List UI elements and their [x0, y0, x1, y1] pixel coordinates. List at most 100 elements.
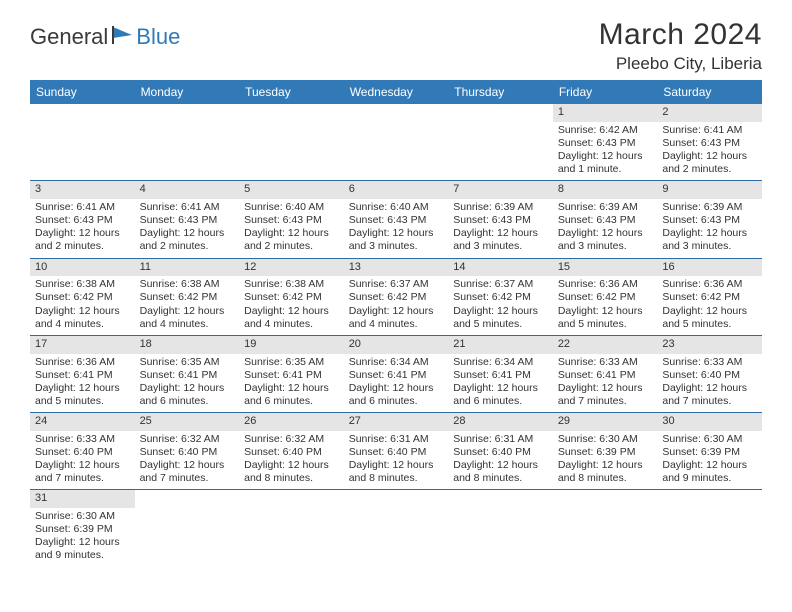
day-number: 8: [553, 181, 658, 199]
calendar-day-cell: 26Sunrise: 6:32 AMSunset: 6:40 PMDayligh…: [239, 413, 344, 490]
calendar-day-cell: 1Sunrise: 6:42 AMSunset: 6:43 PMDaylight…: [553, 104, 658, 181]
calendar-day-cell: 24Sunrise: 6:33 AMSunset: 6:40 PMDayligh…: [30, 413, 135, 490]
calendar-day-cell: 17Sunrise: 6:36 AMSunset: 6:41 PMDayligh…: [30, 335, 135, 412]
sunrise-text: Sunrise: 6:32 AM: [244, 433, 339, 446]
day-content: Sunrise: 6:32 AMSunset: 6:40 PMDaylight:…: [239, 431, 344, 490]
day-number: 14: [448, 259, 553, 277]
daylight-text: Daylight: 12 hours and 4 minutes.: [244, 305, 339, 331]
sunset-text: Sunset: 6:40 PM: [244, 446, 339, 459]
sunrise-text: Sunrise: 6:38 AM: [140, 278, 235, 291]
sunset-text: Sunset: 6:43 PM: [558, 137, 653, 150]
day-content: Sunrise: 6:35 AMSunset: 6:41 PMDaylight:…: [239, 354, 344, 413]
calendar-empty-cell: [344, 490, 449, 567]
day-content: Sunrise: 6:38 AMSunset: 6:42 PMDaylight:…: [239, 276, 344, 335]
calendar-day-cell: 4Sunrise: 6:41 AMSunset: 6:43 PMDaylight…: [135, 181, 240, 258]
daylight-text: Daylight: 12 hours and 3 minutes.: [662, 227, 757, 253]
day-content: Sunrise: 6:36 AMSunset: 6:42 PMDaylight:…: [657, 276, 762, 335]
day-content: Sunrise: 6:31 AMSunset: 6:40 PMDaylight:…: [344, 431, 449, 490]
calendar-empty-cell: [657, 490, 762, 567]
day-number: 26: [239, 413, 344, 431]
calendar-empty-cell: [239, 104, 344, 181]
sunset-text: Sunset: 6:43 PM: [349, 214, 444, 227]
calendar-day-cell: 20Sunrise: 6:34 AMSunset: 6:41 PMDayligh…: [344, 335, 449, 412]
daylight-text: Daylight: 12 hours and 2 minutes.: [140, 227, 235, 253]
day-content: Sunrise: 6:36 AMSunset: 6:41 PMDaylight:…: [30, 354, 135, 413]
sunset-text: Sunset: 6:43 PM: [35, 214, 130, 227]
sunset-text: Sunset: 6:39 PM: [662, 446, 757, 459]
day-number: 3: [30, 181, 135, 199]
day-content: Sunrise: 6:42 AMSunset: 6:43 PMDaylight:…: [553, 122, 658, 181]
calendar-day-cell: 31Sunrise: 6:30 AMSunset: 6:39 PMDayligh…: [30, 490, 135, 567]
calendar-day-cell: 16Sunrise: 6:36 AMSunset: 6:42 PMDayligh…: [657, 258, 762, 335]
calendar-body: 1Sunrise: 6:42 AMSunset: 6:43 PMDaylight…: [30, 104, 762, 567]
calendar-empty-cell: [448, 490, 553, 567]
day-number: 22: [553, 336, 658, 354]
calendar-day-cell: 19Sunrise: 6:35 AMSunset: 6:41 PMDayligh…: [239, 335, 344, 412]
day-number: 20: [344, 336, 449, 354]
sunrise-text: Sunrise: 6:37 AM: [453, 278, 548, 291]
sunset-text: Sunset: 6:39 PM: [558, 446, 653, 459]
sunset-text: Sunset: 6:41 PM: [244, 369, 339, 382]
calendar-day-cell: 7Sunrise: 6:39 AMSunset: 6:43 PMDaylight…: [448, 181, 553, 258]
day-content: Sunrise: 6:39 AMSunset: 6:43 PMDaylight:…: [448, 199, 553, 258]
day-content: Sunrise: 6:35 AMSunset: 6:41 PMDaylight:…: [135, 354, 240, 413]
daylight-text: Daylight: 12 hours and 8 minutes.: [349, 459, 444, 485]
calendar-empty-cell: [135, 104, 240, 181]
calendar-day-cell: 14Sunrise: 6:37 AMSunset: 6:42 PMDayligh…: [448, 258, 553, 335]
sunset-text: Sunset: 6:41 PM: [140, 369, 235, 382]
sunrise-text: Sunrise: 6:39 AM: [558, 201, 653, 214]
sunrise-text: Sunrise: 6:34 AM: [349, 356, 444, 369]
calendar-empty-cell: [135, 490, 240, 567]
day-number: 27: [344, 413, 449, 431]
weekday-header: Tuesday: [239, 80, 344, 104]
calendar-table: SundayMondayTuesdayWednesdayThursdayFrid…: [30, 80, 762, 567]
calendar-day-cell: 21Sunrise: 6:34 AMSunset: 6:41 PMDayligh…: [448, 335, 553, 412]
sunrise-text: Sunrise: 6:30 AM: [35, 510, 130, 523]
calendar-day-cell: 11Sunrise: 6:38 AMSunset: 6:42 PMDayligh…: [135, 258, 240, 335]
day-number: 19: [239, 336, 344, 354]
calendar-empty-cell: [344, 104, 449, 181]
day-content: Sunrise: 6:37 AMSunset: 6:42 PMDaylight:…: [344, 276, 449, 335]
day-content: Sunrise: 6:38 AMSunset: 6:42 PMDaylight:…: [135, 276, 240, 335]
month-title: March 2024: [599, 18, 762, 52]
calendar-day-cell: 23Sunrise: 6:33 AMSunset: 6:40 PMDayligh…: [657, 335, 762, 412]
sunset-text: Sunset: 6:43 PM: [244, 214, 339, 227]
day-content: Sunrise: 6:31 AMSunset: 6:40 PMDaylight:…: [448, 431, 553, 490]
calendar-day-cell: 6Sunrise: 6:40 AMSunset: 6:43 PMDaylight…: [344, 181, 449, 258]
calendar-day-cell: 2Sunrise: 6:41 AMSunset: 6:43 PMDaylight…: [657, 104, 762, 181]
sunset-text: Sunset: 6:40 PM: [662, 369, 757, 382]
day-number: 13: [344, 259, 449, 277]
day-number: 18: [135, 336, 240, 354]
daylight-text: Daylight: 12 hours and 3 minutes.: [453, 227, 548, 253]
day-content: Sunrise: 6:41 AMSunset: 6:43 PMDaylight:…: [135, 199, 240, 258]
day-number: 4: [135, 181, 240, 199]
sunset-text: Sunset: 6:43 PM: [662, 137, 757, 150]
day-number: 7: [448, 181, 553, 199]
logo-flag-icon: [112, 26, 134, 44]
day-content: Sunrise: 6:40 AMSunset: 6:43 PMDaylight:…: [344, 199, 449, 258]
sunrise-text: Sunrise: 6:42 AM: [558, 124, 653, 137]
sunset-text: Sunset: 6:43 PM: [662, 214, 757, 227]
title-block: March 2024 Pleebo City, Liberia: [599, 18, 762, 74]
sunrise-text: Sunrise: 6:36 AM: [662, 278, 757, 291]
day-number: 9: [657, 181, 762, 199]
location: Pleebo City, Liberia: [599, 54, 762, 74]
sunrise-text: Sunrise: 6:33 AM: [558, 356, 653, 369]
day-content: Sunrise: 6:36 AMSunset: 6:42 PMDaylight:…: [553, 276, 658, 335]
logo-text-2: Blue: [136, 24, 180, 50]
day-content: Sunrise: 6:33 AMSunset: 6:40 PMDaylight:…: [657, 354, 762, 413]
calendar-week-row: 31Sunrise: 6:30 AMSunset: 6:39 PMDayligh…: [30, 490, 762, 567]
sunset-text: Sunset: 6:42 PM: [349, 291, 444, 304]
daylight-text: Daylight: 12 hours and 6 minutes.: [349, 382, 444, 408]
day-number: 25: [135, 413, 240, 431]
calendar-day-cell: 5Sunrise: 6:40 AMSunset: 6:43 PMDaylight…: [239, 181, 344, 258]
day-number: 6: [344, 181, 449, 199]
day-number: 10: [30, 259, 135, 277]
daylight-text: Daylight: 12 hours and 7 minutes.: [35, 459, 130, 485]
logo: General Blue: [30, 18, 180, 50]
calendar-empty-cell: [30, 104, 135, 181]
sunrise-text: Sunrise: 6:34 AM: [453, 356, 548, 369]
sunset-text: Sunset: 6:43 PM: [453, 214, 548, 227]
day-number: 17: [30, 336, 135, 354]
sunset-text: Sunset: 6:40 PM: [453, 446, 548, 459]
